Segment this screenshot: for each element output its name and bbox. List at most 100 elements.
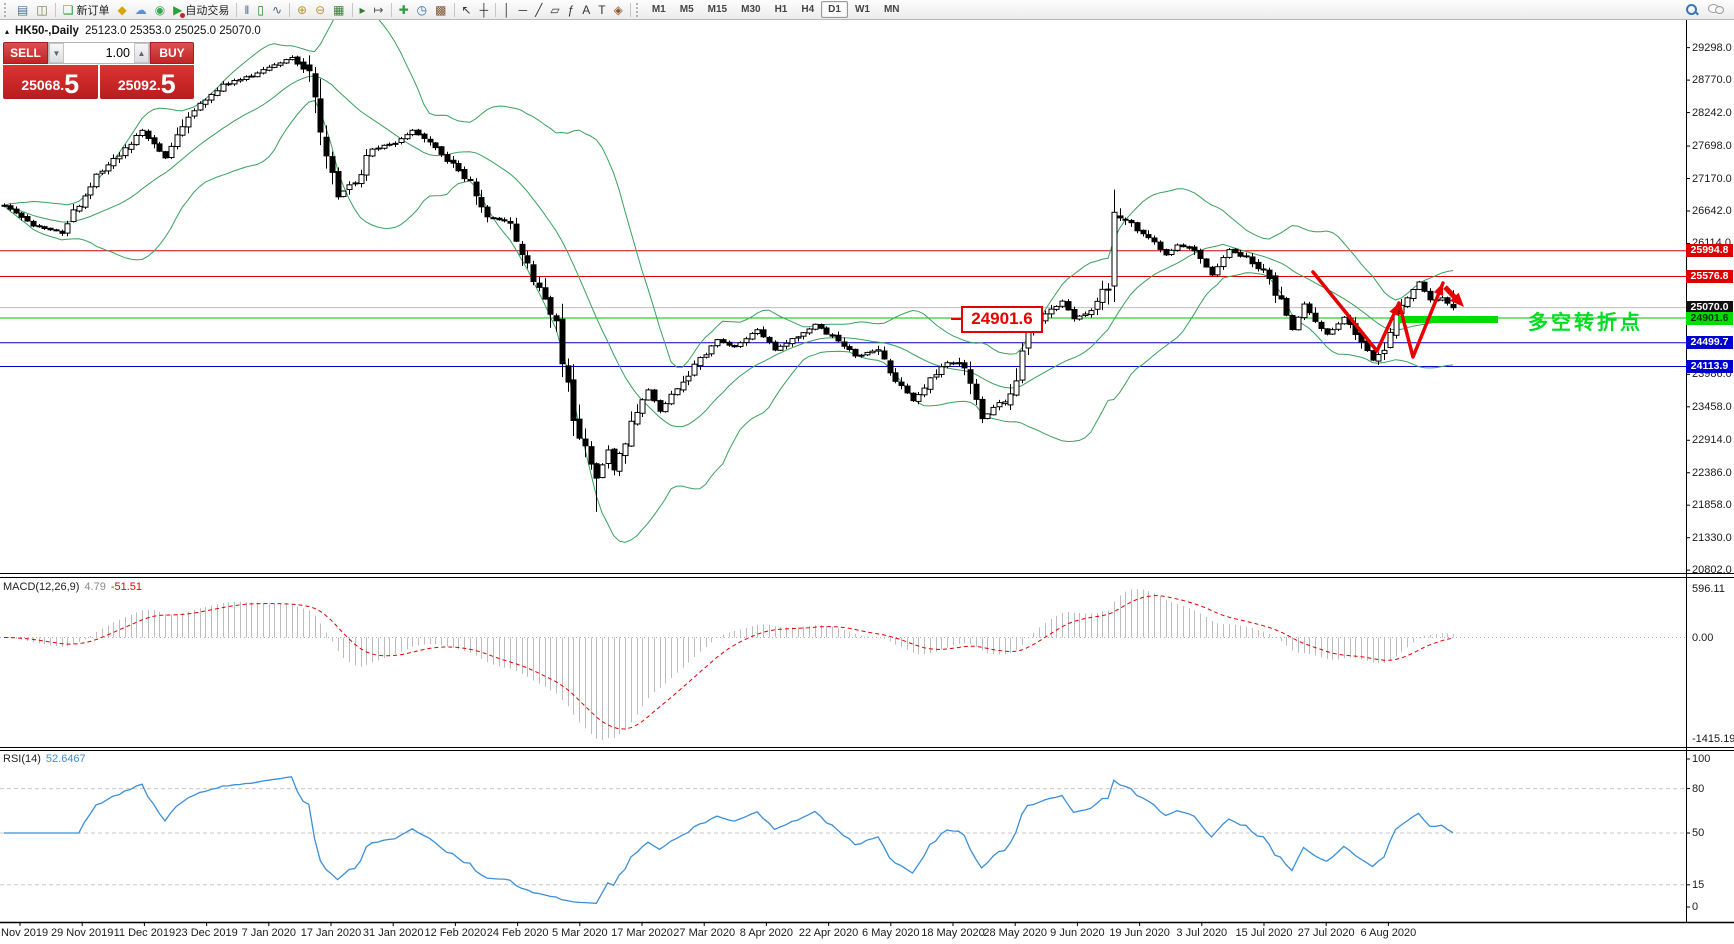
toolbar-right-group (1686, 3, 1732, 16)
macd-signal-value: -51.51 (110, 581, 143, 593)
macd-name: MACD(12,26,9) (3, 581, 80, 593)
rsi-name: RSI(14) (3, 753, 41, 765)
trendline-icon: ╱ (535, 2, 543, 17)
symbol-period-label: HK50-,Daily (15, 25, 79, 37)
arrows-icon[interactable]: ◈ (610, 2, 627, 18)
timeframe-m15[interactable]: M15 (707, 4, 728, 15)
trendline-icon[interactable]: ╱ (531, 2, 546, 18)
toolbar-separator (236, 2, 238, 17)
text-label-icon: T (598, 2, 606, 17)
toolbar-grip[interactable] (635, 2, 641, 17)
one-click-trading-panel: SELL ▼ ▲ BUY 25068. 5 25092. 5 (3, 42, 194, 99)
auto-trading-button[interactable]: ▶ 自动交易 (169, 1, 233, 19)
signals-icon[interactable]: ◉ (151, 2, 169, 18)
indicators-icon[interactable]: ✚ (395, 2, 413, 18)
auto-trading-icon: ▶ (173, 3, 186, 18)
chart-shift-icon[interactable]: ↦ (370, 2, 388, 18)
rsi-value: 52.6467 (45, 753, 86, 765)
buy-price[interactable]: 25092. 5 (99, 65, 194, 99)
profiles-icon[interactable]: ◫ (32, 2, 51, 18)
new-order-icon: ❏ (62, 2, 74, 17)
price-callout-24901[interactable]: 24901.6 (961, 306, 1043, 333)
chart-upload-icon: ☁ (134, 2, 147, 17)
line-chart-icon: ∿ (271, 2, 283, 17)
zoom-in-icon[interactable]: ⊕ (293, 2, 311, 18)
bar-chart-icon: ‖ (244, 2, 250, 17)
chat-icon[interactable] (1708, 4, 1724, 15)
buy-price-main: 25092. (117, 77, 161, 93)
tile-windows-icon[interactable]: ▦ (329, 2, 348, 18)
toolbar-separator (495, 2, 497, 17)
tile-windows-icon: ▦ (333, 2, 345, 17)
volume-input[interactable] (64, 43, 134, 63)
horizontal-line-icon[interactable]: ─ (515, 2, 532, 18)
templates-icon[interactable]: ▩ (431, 2, 450, 18)
timeframe-w1[interactable]: W1 (854, 4, 870, 15)
new-chart-icon[interactable]: ▤ (13, 2, 32, 18)
text-icon: A (582, 2, 591, 17)
zoom-out-icon: ⊖ (315, 2, 326, 17)
auto-scroll-icon[interactable]: ▸ (356, 2, 370, 18)
sell-price-big-digit: 5 (64, 69, 80, 99)
text-icon[interactable]: A (578, 2, 594, 18)
toolbar-separator (289, 2, 291, 17)
timeframe-mn[interactable]: MN (883, 4, 900, 15)
templates-icon: ▩ (435, 2, 447, 17)
new-order-button[interactable]: ❏ 新订单 (59, 1, 114, 19)
timeframe-m1[interactable]: M1 (651, 4, 666, 15)
auto-scroll-icon: ▸ (359, 2, 366, 17)
zoom-in-icon: ⊕ (297, 2, 308, 17)
crosshair-icon[interactable]: ┼ (476, 2, 493, 18)
new-order-button-label: 新订单 (76, 4, 110, 17)
market-watch-icon[interactable]: ◆ (113, 2, 130, 18)
toolbar: ▤ ◫ ❏ 新订单 ◆ ☁ ◉ ▶ 自动交易 ‖ ▯ ∿ ⊕ ⊖ ▦ ▸ ↦ ✚ ◷ ▩ ↖ ┼ │ ─ ╱ ▱ ƒ A T ◈ M1 M5 M… (0, 0, 1734, 20)
volume-decrease-button[interactable]: ▼ (49, 43, 64, 63)
chart-symbol-bar: ▴ HK50-,Daily 25123.0 25353.0 25025.0 25… (5, 25, 261, 37)
toolbar-grip[interactable] (4, 2, 9, 17)
sell-button[interactable]: SELL (3, 42, 48, 64)
timeframe-m30[interactable]: M30 (741, 4, 761, 15)
cursor-icon: ↖ (461, 2, 472, 17)
volume-increase-button[interactable]: ▲ (134, 43, 149, 63)
text-label-icon[interactable]: T (594, 2, 609, 18)
timeframe-d1[interactable]: D1 (821, 1, 848, 18)
profiles-icon: ◫ (36, 2, 48, 17)
zoom-out-icon[interactable]: ⊖ (311, 2, 329, 18)
chart-shift-icon: ↦ (373, 2, 384, 17)
timeframe-h1[interactable]: H1 (774, 4, 788, 15)
search-icon[interactable] (1686, 3, 1698, 16)
equidistant-channel-icon: ▱ (550, 2, 560, 17)
candlestick-chart-icon[interactable]: ▯ (253, 2, 268, 18)
toolbar-separator (351, 2, 353, 17)
market-watch-icon: ◆ (117, 2, 127, 17)
line-chart-icon[interactable]: ∿ (268, 2, 286, 18)
toolbar-left-groups: ▤ ◫ ❏ 新订单 ◆ ☁ ◉ ▶ 自动交易 ‖ ▯ ∿ ⊕ ⊖ ▦ ▸ ↦ ✚ ◷ ▩ ↖ ┼ │ ─ ╱ ▱ ƒ A T ◈ M1 M5 M… (2, 0, 907, 19)
candlestick-chart-icon: ▯ (257, 2, 264, 17)
new-chart-icon: ▤ (17, 2, 29, 17)
fibonacci-icon[interactable]: ƒ (564, 2, 579, 18)
vertical-line-icon[interactable]: │ (499, 2, 515, 18)
cursor-icon[interactable]: ↖ (458, 2, 476, 18)
ohlc-values: 25123.0 25353.0 25025.0 25070.0 (84, 25, 261, 37)
buy-button[interactable]: BUY (150, 42, 194, 64)
volume-stepper: ▼ ▲ (48, 42, 150, 64)
auto-trading-button-label: 自动交易 (185, 4, 230, 17)
equidistant-channel-icon[interactable]: ▱ (546, 2, 563, 18)
toolbar-separator (453, 2, 455, 17)
indicators-icon: ✚ (398, 2, 409, 17)
turning-point-note[interactable]: 多空转折点 (1528, 310, 1643, 334)
chart-marker-icon: ▴ (5, 26, 10, 36)
bar-chart-icon[interactable]: ‖ (240, 2, 253, 18)
chart-upload-icon[interactable]: ☁ (131, 2, 151, 18)
timeframe-m5[interactable]: M5 (679, 4, 694, 15)
timeframe-h4[interactable]: H4 (801, 4, 815, 15)
fibonacci-icon: ƒ (567, 2, 575, 17)
sell-price[interactable]: 25068. 5 (3, 65, 98, 99)
periods-icon: ◷ (416, 2, 428, 17)
toolbar-separator (390, 2, 392, 17)
periods-icon[interactable]: ◷ (413, 2, 431, 18)
buy-price-big-digit: 5 (160, 69, 176, 99)
horizontal-line-icon: ─ (518, 2, 528, 17)
